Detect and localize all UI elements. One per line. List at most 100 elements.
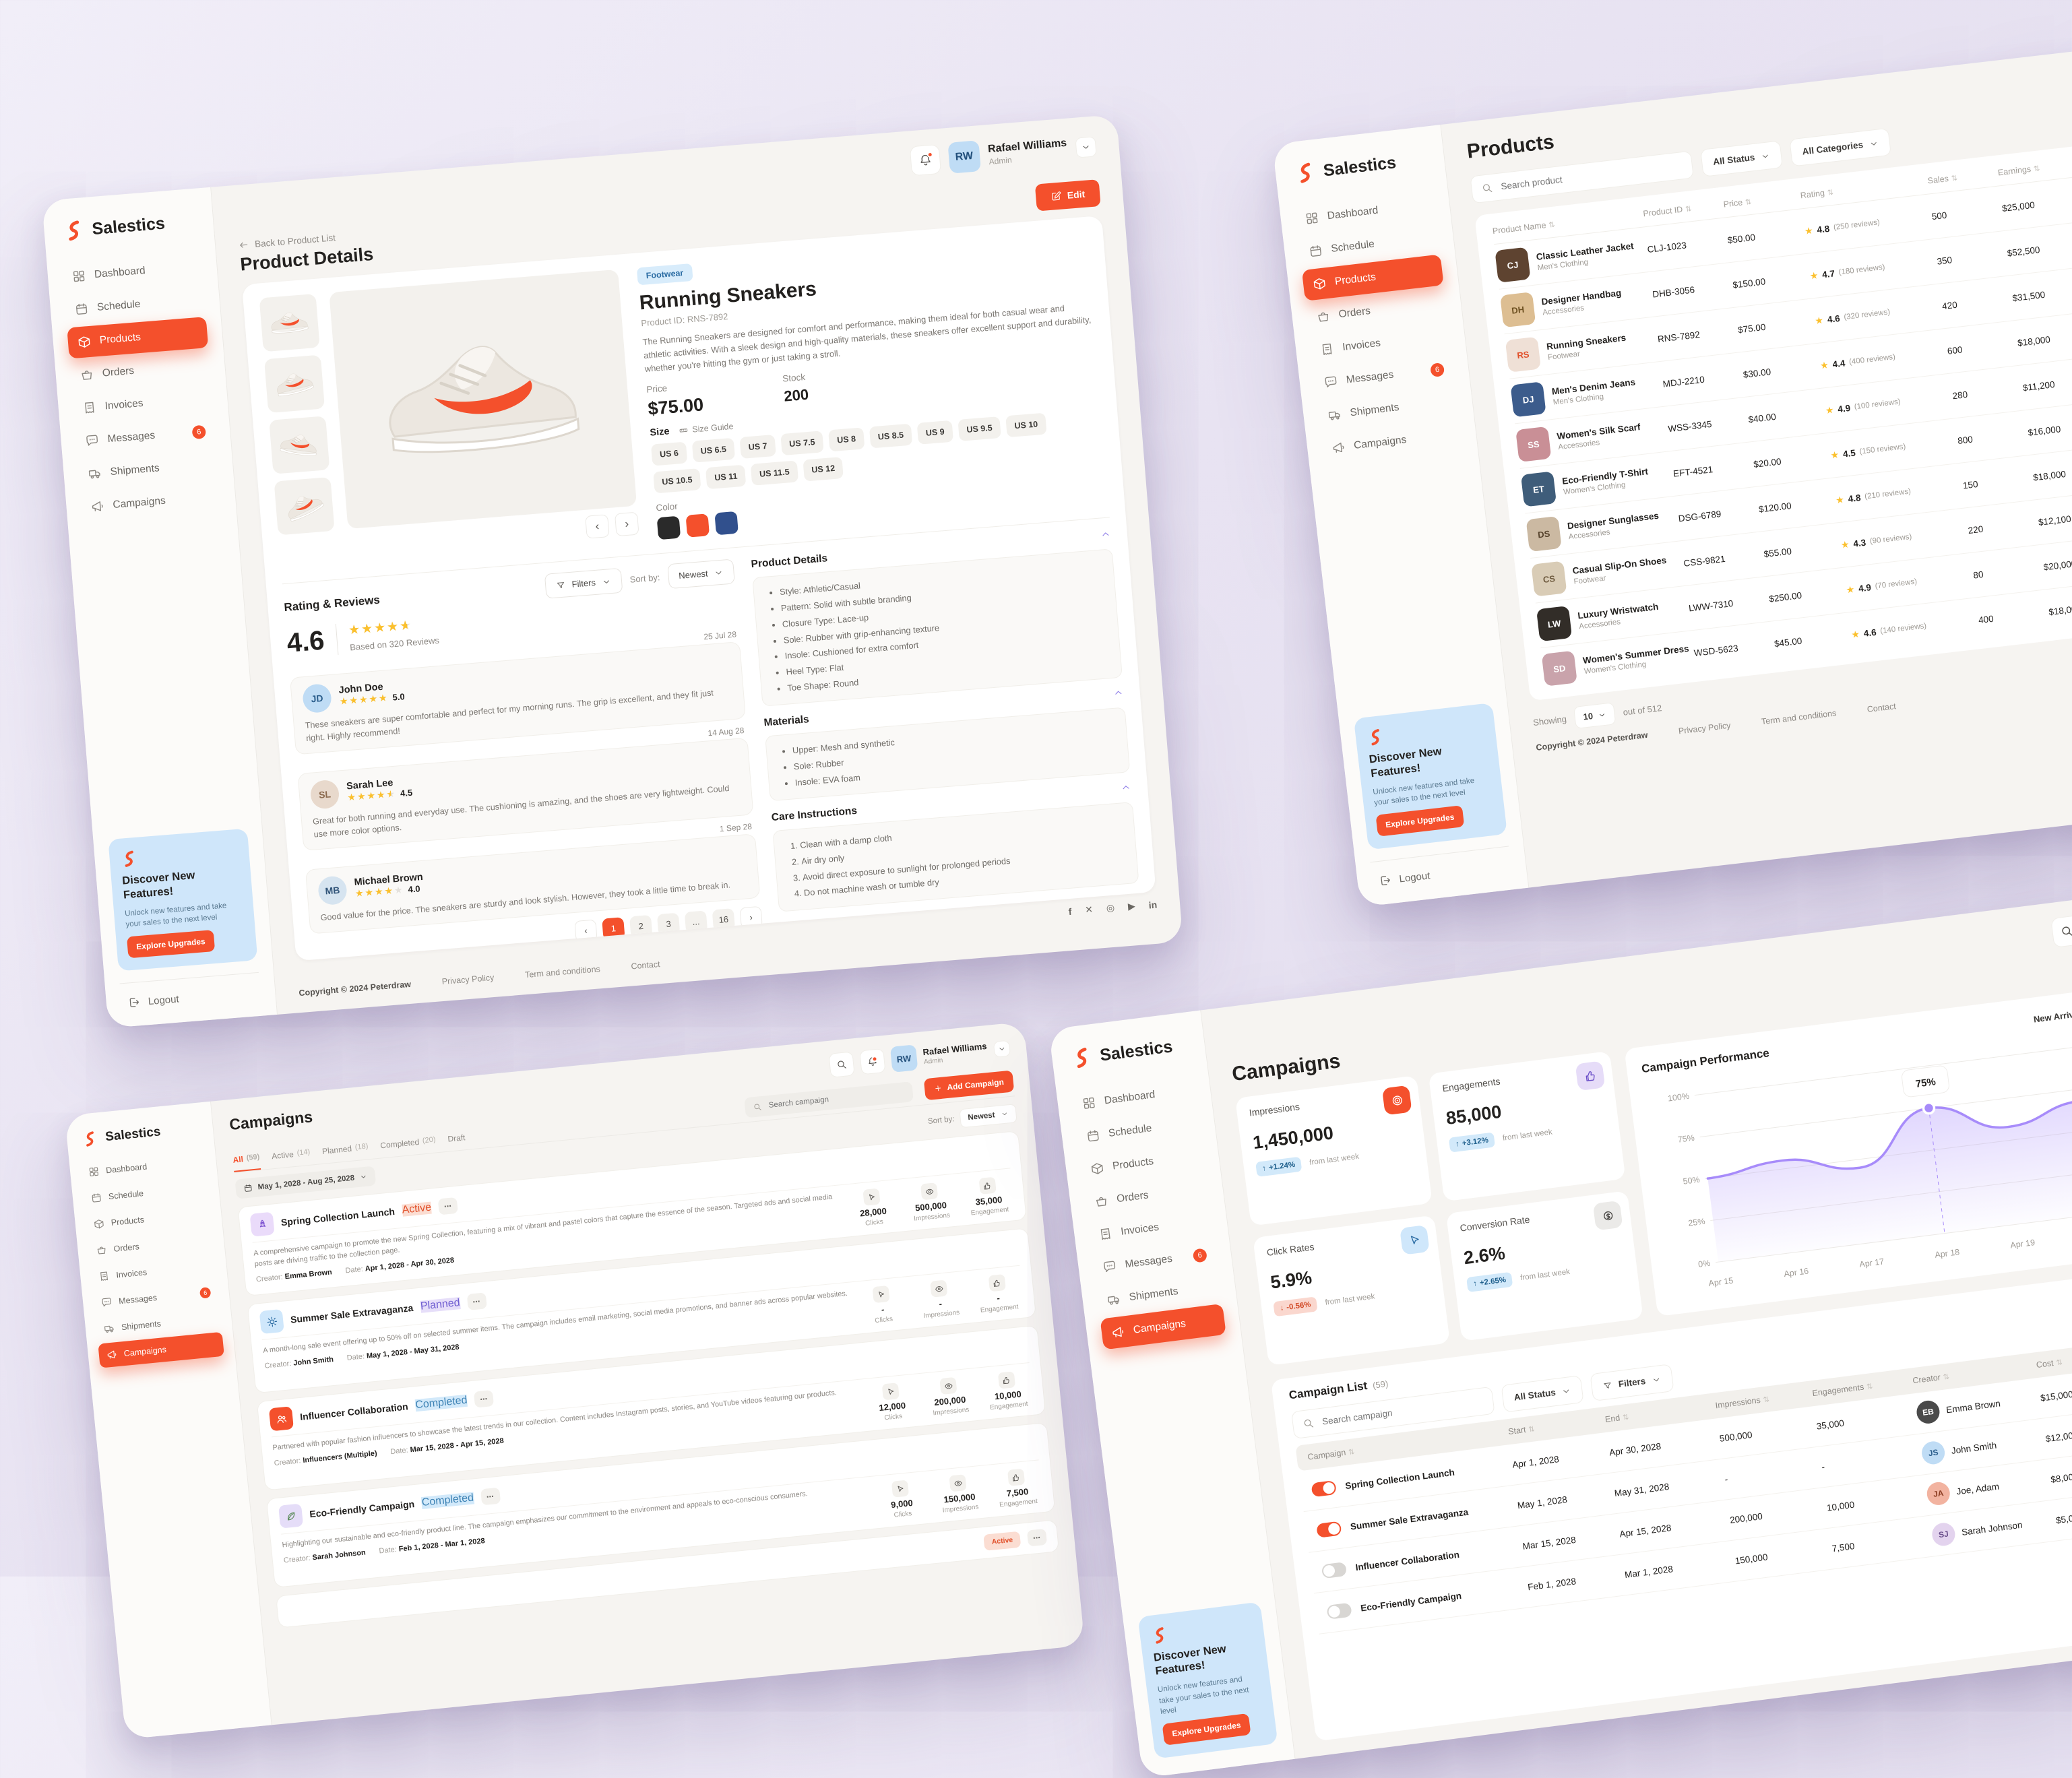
- footer-link[interactable]: Privacy Policy: [1678, 720, 1732, 736]
- product-thumbnail[interactable]: [259, 293, 320, 352]
- product-thumbnail[interactable]: [274, 476, 335, 536]
- size-chip[interactable]: US 7.5: [780, 431, 824, 456]
- explore-upgrades-button[interactable]: Explore Upgrades: [127, 930, 215, 959]
- youtube-icon[interactable]: ▶: [1127, 900, 1136, 912]
- more-options-button[interactable]: ⋯: [474, 1389, 495, 1408]
- x-icon[interactable]: ✕: [1084, 903, 1094, 916]
- search-campaign-input[interactable]: [767, 1087, 906, 1111]
- page-button[interactable]: 3: [656, 912, 681, 936]
- campaign-tab[interactable]: Draft: [447, 1133, 466, 1144]
- more-options-button[interactable]: ⋯: [1026, 1528, 1048, 1547]
- collapse-button[interactable]: [1120, 782, 1132, 796]
- chart-series-dropdown[interactable]: New Arrivals Showcase: [2033, 1002, 2072, 1025]
- size-chip[interactable]: US 10.5: [653, 468, 701, 494]
- footer-link[interactable]: Contact: [630, 959, 661, 972]
- avatar[interactable]: RW: [889, 1044, 918, 1073]
- list-title: Campaign List: [1288, 1378, 1369, 1402]
- date-range-picker[interactable]: May 1, 2028 - Aug 25, 2028: [234, 1166, 377, 1199]
- instagram-icon[interactable]: ◎: [1106, 901, 1115, 914]
- add-campaign-button[interactable]: Add Campaign: [924, 1070, 1015, 1101]
- collapse-button[interactable]: [1112, 687, 1125, 702]
- page-size-dropdown[interactable]: 10: [1573, 702, 1616, 729]
- size-chip[interactable]: US 12: [803, 457, 844, 482]
- logout-button[interactable]: Logout: [1370, 846, 1512, 889]
- campaign-tab[interactable]: Planned (18): [321, 1142, 369, 1156]
- explore-upgrades-button[interactable]: Explore Upgrades: [1162, 1713, 1251, 1746]
- filters-button[interactable]: Filters: [544, 568, 623, 600]
- size-chip[interactable]: US 6.5: [691, 438, 736, 464]
- sort-dropdown[interactable]: Newest: [959, 1103, 1017, 1128]
- more-options-button[interactable]: ⋯: [466, 1292, 487, 1310]
- notifications-button[interactable]: [909, 144, 941, 177]
- next-page-button[interactable]: ›: [739, 906, 763, 930]
- search-input[interactable]: [1499, 160, 1683, 193]
- sidebar-item-label: Dashboard: [1326, 204, 1379, 222]
- color-swatch[interactable]: [714, 511, 739, 536]
- filters-dropdown[interactable]: Filters: [1590, 1364, 1674, 1401]
- size-chip[interactable]: US 11.5: [751, 460, 798, 486]
- footer-link[interactable]: Term and conditions: [524, 964, 601, 980]
- size-chip[interactable]: US 8: [828, 427, 865, 452]
- campaign-toggle[interactable]: [1311, 1480, 1337, 1497]
- size-chip[interactable]: US 10: [1005, 413, 1047, 438]
- page-button[interactable]: 2: [629, 914, 653, 939]
- size-chip[interactable]: US 6: [650, 442, 688, 467]
- column-header[interactable]: Sales ⇅: [1926, 174, 1958, 186]
- prev-image-button[interactable]: ‹: [585, 514, 610, 539]
- page-button[interactable]: 16: [712, 908, 736, 932]
- campaign-creator: John Smith: [292, 1356, 334, 1368]
- category-filter-dropdown[interactable]: All Categories: [1789, 127, 1892, 167]
- column-header[interactable]: Start ⇅: [1507, 1424, 1536, 1437]
- edit-button[interactable]: Edit: [1034, 179, 1101, 212]
- column-header[interactable]: Impressions ⇅: [1714, 1395, 1770, 1411]
- logo-icon: [81, 1130, 98, 1147]
- column-header[interactable]: Cost ⇅: [2036, 1358, 2063, 1370]
- campaign-toggle[interactable]: [1321, 1561, 1348, 1579]
- size-chip[interactable]: US 9: [916, 420, 953, 445]
- user-menu-button[interactable]: [1075, 136, 1097, 158]
- notifications-button[interactable]: [858, 1048, 886, 1075]
- search-campaign-input[interactable]: [1320, 1395, 1484, 1428]
- facebook-icon[interactable]: f: [1067, 906, 1072, 917]
- column-header[interactable]: Product ID ⇅: [1642, 204, 1693, 219]
- size-guide-link[interactable]: Size Guide: [679, 422, 734, 435]
- next-image-button[interactable]: ›: [614, 511, 639, 537]
- search-button[interactable]: [828, 1051, 855, 1078]
- campaign-tab[interactable]: Active (14): [271, 1147, 311, 1162]
- size-chip[interactable]: US 8.5: [869, 424, 913, 449]
- explore-upgrades-button[interactable]: Explore Upgrades: [1375, 805, 1465, 837]
- stat-value: 35,000: [974, 1194, 1003, 1207]
- footer-link[interactable]: Privacy Policy: [441, 972, 495, 987]
- size-chip[interactable]: US 7: [739, 435, 776, 459]
- color-swatch[interactable]: [685, 513, 710, 538]
- search-button[interactable]: [2050, 914, 2072, 949]
- size-chip[interactable]: US 11: [705, 465, 747, 490]
- sort-icon: ⇅: [1622, 1413, 1630, 1422]
- more-options-button[interactable]: ⋯: [480, 1487, 501, 1506]
- page-button[interactable]: 1: [602, 917, 625, 941]
- prev-page-button[interactable]: ‹: [574, 919, 598, 943]
- product-thumbnail[interactable]: [269, 416, 330, 474]
- product-thumbnail[interactable]: [263, 354, 325, 414]
- footer-link[interactable]: Term and conditions: [1761, 708, 1837, 727]
- column-header[interactable]: Earnings ⇅: [1997, 164, 2040, 178]
- product-top: ‹ › Footwear Running Sneakers Product ID…: [259, 232, 1109, 571]
- page-button[interactable]: ...: [684, 910, 708, 934]
- campaign-tab[interactable]: All (59): [232, 1153, 261, 1172]
- collapse-button[interactable]: [1100, 529, 1112, 544]
- footer-link[interactable]: Contact: [1866, 701, 1897, 715]
- sort-dropdown[interactable]: Newest: [666, 559, 735, 590]
- size-chip[interactable]: US 9.5: [957, 416, 1001, 442]
- color-swatch[interactable]: [656, 516, 681, 540]
- status-filter-dropdown[interactable]: All Status: [1501, 1375, 1584, 1413]
- linkedin-icon[interactable]: in: [1148, 899, 1158, 911]
- status-filter-dropdown[interactable]: All Status: [1700, 140, 1784, 177]
- avatar[interactable]: RW: [947, 140, 981, 174]
- more-options-button[interactable]: ⋯: [437, 1197, 459, 1215]
- campaign-toggle[interactable]: [1326, 1602, 1352, 1620]
- logout-button[interactable]: Logout: [119, 972, 261, 1010]
- campaign-tab[interactable]: Completed (20): [379, 1135, 437, 1151]
- user-menu-button[interactable]: [993, 1040, 1011, 1058]
- column-header[interactable]: Price ⇅: [1722, 197, 1752, 210]
- campaign-toggle[interactable]: [1316, 1521, 1342, 1538]
